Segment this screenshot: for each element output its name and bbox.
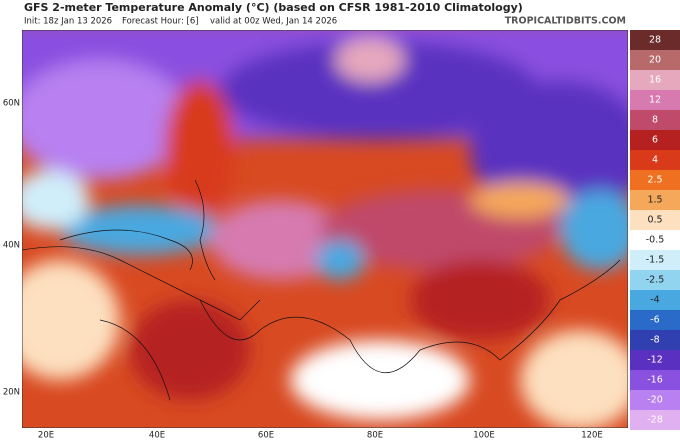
colorbar-swatch [630,370,680,390]
latitude-label: 60N [3,99,20,109]
colorbar-label: -20 [647,395,663,406]
title: GFS 2-meter Temperature Anomaly (°C) (ba… [24,1,523,14]
init-time: Init: 18z Jan 13 2026 [24,17,112,27]
colorbar-label: 1.5 [647,195,662,206]
colorbar-label: 8 [652,115,658,126]
longitude-label: 20E [38,431,54,441]
colorbar-swatch [630,250,680,270]
colorbar-label: -0.5 [646,235,665,246]
colorbar-swatch [630,30,680,50]
colorbar-swatch [630,170,680,190]
colorbar-label: 0.5 [647,215,662,226]
colorbar-swatch [630,230,680,250]
colorbar-swatch [630,390,680,410]
colorbar-swatch [630,190,680,210]
colorbar-swatch [630,90,680,110]
colorbar-label: -12 [647,355,663,366]
colorbar-label: -8 [650,335,659,346]
colorbar-label: 20 [649,55,661,66]
latitude-labels: 60N 40N 20N [3,99,20,398]
colorbar-label: -16 [647,375,663,386]
colorbar-swatch [630,290,680,310]
colorbar-swatch [630,50,680,70]
field-blobs [22,30,628,428]
colorbar-swatch [630,350,680,370]
colorbar-label: -4 [650,295,659,306]
coastlines [22,179,621,401]
colorbar-swatch [630,210,680,230]
colorbar-label: 28 [649,35,661,46]
colorbar: 28 20 16 12 8 6 4 2.5 1.5 0.5 -0.5 -1.5 -2.5 -4 -6 -8 -1… [630,30,680,430]
colorbar-label: -2.5 [646,275,665,286]
longitude-labels: 20E 40E 60E 80E 100E 120E [38,431,603,441]
colorbar-swatch [630,70,680,90]
colorbar-swatch [630,270,680,290]
colorbar-label: 12 [649,95,661,106]
colorbar-label: 4 [652,155,658,166]
colorbar-swatch [630,330,680,350]
colorbar-label: -28 [647,415,663,426]
site-credit: TROPICALTIDBITS.COM [505,16,626,27]
temperature-field [22,30,628,428]
valid-time: valid at 00z Wed, Jan 14 2026 [210,17,337,27]
colorbar-swatch [630,150,680,170]
colorbar-label: -6 [650,315,659,326]
colorbar-label: 6 [652,135,658,146]
longitude-label: 60E [258,431,274,441]
colorbar-swatch [630,310,680,330]
longitude-label: 120E [581,431,603,441]
colorbar-swatch [630,130,680,150]
latitude-label: 40N [3,241,20,251]
forecast-hour: Forecast Hour: [6] [122,17,199,27]
colorbar-label: 16 [649,75,661,86]
longitude-label: 100E [473,431,495,441]
colorbar-label: 2.5 [647,175,662,186]
colorbar-label: -1.5 [646,255,665,266]
colorbar-swatch [630,110,680,130]
longitude-label: 40E [149,431,165,441]
latitude-label: 20N [3,388,20,398]
longitude-label: 80E [367,431,383,441]
colorbar-swatch [630,410,680,430]
